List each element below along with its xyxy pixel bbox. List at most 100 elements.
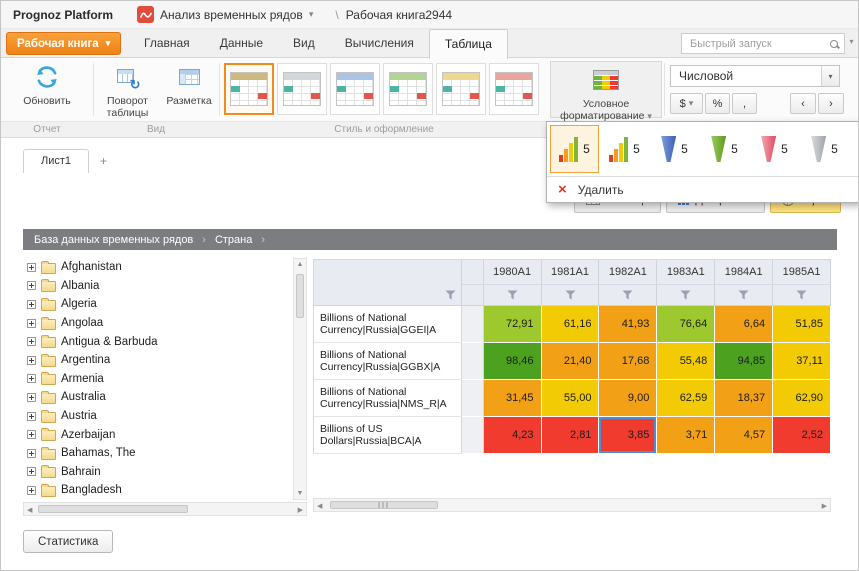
table-cell[interactable]: 76,64 [657,306,715,343]
delete-formatting-item[interactable]: × Удалить [547,177,859,202]
filter-funnel-icon[interactable] [622,290,633,300]
filter-funnel-icon[interactable] [445,290,456,300]
expand-icon[interactable] [27,374,36,383]
thousands-separator-button[interactable]: , [732,93,757,114]
expand-icon[interactable] [27,356,36,365]
table-cell[interactable]: 37,11 [773,343,831,380]
table-cell[interactable]: 51,85 [773,306,831,343]
table-style-thumb-4[interactable] [383,63,433,115]
tree-item[interactable]: Afghanistan [23,258,291,277]
row-header[interactable]: Billions of National Currency|Russia|NMS… [314,380,462,417]
table-cell[interactable]: 6,64 [715,306,773,343]
collapse-ribbon-button[interactable]: ▾ [846,37,857,46]
tree-vertical-scrollbar[interactable]: ▲ ▼ [293,258,307,500]
tab-view[interactable]: Вид [278,29,330,58]
corner-header-cell[interactable] [314,260,462,306]
tree-item[interactable]: Australia [23,388,291,407]
add-sheet-button[interactable]: + [92,150,115,173]
icon-set-option-cone-red[interactable]: 5 [750,125,799,173]
icon-set-option-cone-green[interactable]: 5 [700,125,749,173]
table-style-thumb-6[interactable] [489,63,539,115]
tree-item[interactable]: Azerbaijan [23,425,291,444]
scroll-down-icon[interactable]: ▼ [294,490,306,497]
table-cell[interactable]: 4,57 [715,417,773,454]
row-header[interactable]: Billions of National Currency|Russia|GGB… [314,343,462,380]
tab-data[interactable]: Данные [205,29,278,58]
pivot-table-button[interactable]: ↻ Повороттаблицы [96,62,159,119]
expand-icon[interactable] [27,263,36,272]
expand-icon[interactable] [27,486,36,495]
module-switcher[interactable]: Анализ временных рядов ▾ [137,6,313,23]
filter-funnel-icon[interactable] [680,290,691,300]
tab-table[interactable]: Таблица [429,29,508,59]
table-horizontal-scrollbar[interactable]: ◀ ▶ [313,498,831,512]
table-cell[interactable]: 17,68 [599,343,657,380]
expand-icon[interactable] [27,281,36,290]
scrollbar-thumb[interactable] [296,274,304,318]
scroll-up-icon[interactable]: ▲ [294,261,306,268]
expand-icon[interactable] [27,300,36,309]
tree-item[interactable]: Armenia [23,370,291,389]
tree-item[interactable]: Bangladesh [23,481,291,500]
expand-icon[interactable] [27,337,36,346]
table-cell[interactable]: 94,85 [715,343,773,380]
table-cell[interactable]: 2,52 [773,417,831,454]
scroll-right-icon[interactable]: ▶ [822,502,827,510]
filter-funnel-icon[interactable] [507,290,518,300]
row-header[interactable]: Billions of National Currency|Russia|GGE… [314,306,462,343]
table-cell[interactable]: 61,16 [542,306,600,343]
scroll-left-icon[interactable]: ◀ [27,506,32,514]
tree-item[interactable]: Bahrain [23,463,291,482]
icon-set-option-bars-2[interactable]: 5 [600,125,649,173]
table-cell[interactable]: 62,90 [773,380,831,417]
search-input[interactable] [690,38,825,50]
column-header-1984A1[interactable]: 1984A1 [715,260,773,306]
table-style-thumb-3[interactable] [330,63,380,115]
filter-funnel-icon[interactable] [738,290,749,300]
table-style-thumb-1[interactable] [224,63,274,115]
chevron-down-icon[interactable]: ▾ [821,66,839,86]
row-header[interactable]: Billions of US Dollars|Russia|BCA|A [314,417,462,454]
table-cell[interactable]: 18,37 [715,380,773,417]
tree-item[interactable]: Albania [23,277,291,296]
number-format-select[interactable]: Числовой ▾ [670,65,840,87]
expand-icon[interactable] [27,449,36,458]
expand-icon[interactable] [27,412,36,421]
tree-item[interactable]: Algeria [23,295,291,314]
tab-home[interactable]: Главная [129,29,205,58]
table-cell[interactable]: 55,48 [657,343,715,380]
workbook-menu-button[interactable]: Рабочая книга ▾ [6,32,121,55]
tree-item[interactable]: Angolaa [23,314,291,333]
expand-icon[interactable] [27,467,36,476]
table-cell[interactable]: 62,59 [657,380,715,417]
decrease-decimal-button[interactable]: ‹ [790,93,816,114]
expand-icon[interactable] [27,319,36,328]
conditional-formatting-button[interactable]: Условное форматирование ▾ [550,61,662,118]
percent-format-button[interactable]: % [705,93,730,114]
table-style-thumb-5[interactable] [436,63,486,115]
table-cell[interactable]: 9,00 [599,380,657,417]
column-header-1981A1[interactable]: 1981A1 [542,260,600,306]
currency-format-button[interactable]: $ ▾ [670,93,703,114]
breadcrumb-country[interactable]: Страна [215,234,252,246]
refresh-button[interactable]: Обновить [7,62,87,107]
sheet-tab-list1[interactable]: Лист1 [23,149,89,173]
column-header-1985A1[interactable]: 1985A1 [773,260,831,306]
expand-icon[interactable] [27,430,36,439]
search-icon[interactable] [830,40,838,48]
table-style-thumb-2[interactable] [277,63,327,115]
table-cell[interactable]: 41,93 [599,306,657,343]
icon-set-option-cone-blue[interactable]: 5 [650,125,699,173]
expand-icon[interactable] [27,393,36,402]
column-header-1980A1[interactable]: 1980A1 [484,260,542,306]
filter-funnel-icon[interactable] [796,290,807,300]
statistics-button[interactable]: Статистика [23,530,113,553]
scrollbar-thumb[interactable] [330,501,438,509]
scroll-right-icon[interactable]: ▶ [298,506,303,514]
tree-item[interactable]: Austria [23,407,291,426]
tree-item[interactable]: Argentina [23,351,291,370]
icon-set-option-bars-1[interactable]: 5 [550,125,599,173]
tree-item[interactable]: Bahamas, The [23,444,291,463]
breadcrumb-database[interactable]: База данных временных рядов [34,234,193,246]
layout-button[interactable]: Разметка [159,62,219,107]
